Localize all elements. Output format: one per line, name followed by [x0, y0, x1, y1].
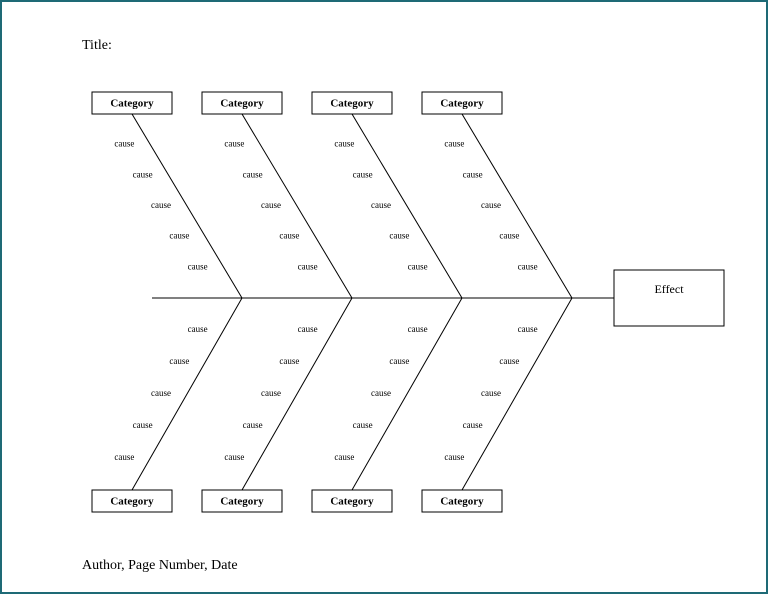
- category-label-bottom-2: Category: [330, 496, 374, 508]
- cause-bottom-1-4: cause: [279, 356, 299, 366]
- cause-bottom-2-3: cause: [371, 388, 391, 398]
- cause-bottom-0-5: cause: [188, 324, 208, 334]
- cause-bottom-0-3: cause: [151, 388, 171, 398]
- category-label-bottom-3: Category: [440, 496, 484, 508]
- cause-bottom-3-2: cause: [463, 420, 483, 430]
- cause-top-3-1: cause: [444, 139, 464, 149]
- effect-label: Effect: [654, 282, 684, 296]
- cause-top-2-2: cause: [353, 169, 373, 179]
- category-label-bottom-1: Category: [220, 496, 264, 508]
- cause-top-2-4: cause: [389, 231, 409, 241]
- category-label-top-3: Category: [440, 98, 484, 110]
- category-label-bottom-0: Category: [110, 496, 154, 508]
- cause-bottom-3-5: cause: [518, 324, 538, 334]
- cause-top-3-4: cause: [499, 231, 519, 241]
- cause-bottom-2-4: cause: [389, 356, 409, 366]
- effect-box: [614, 270, 724, 326]
- cause-bottom-1-1: cause: [224, 452, 244, 462]
- cause-top-2-5: cause: [408, 261, 428, 271]
- cause-bottom-1-3: cause: [261, 388, 281, 398]
- cause-top-2-1: cause: [334, 139, 354, 149]
- cause-bottom-3-1: cause: [444, 452, 464, 462]
- cause-bottom-1-5: cause: [298, 324, 318, 334]
- cause-bottom-2-1: cause: [334, 452, 354, 462]
- cause-top-0-2: cause: [133, 169, 153, 179]
- page-footer: Author, Page Number, Date: [82, 558, 238, 574]
- cause-top-1-5: cause: [298, 261, 318, 271]
- cause-bottom-3-4: cause: [499, 356, 519, 366]
- cause-top-1-3: cause: [261, 200, 281, 210]
- page-frame: Title: EffectCategorycausecausecausecaus…: [0, 0, 768, 594]
- category-label-top-0: Category: [110, 98, 154, 110]
- cause-bottom-3-3: cause: [481, 388, 501, 398]
- cause-bottom-1-2: cause: [243, 420, 263, 430]
- category-label-top-1: Category: [220, 98, 264, 110]
- cause-top-0-3: cause: [151, 200, 171, 210]
- cause-top-1-4: cause: [279, 231, 299, 241]
- cause-bottom-0-2: cause: [133, 420, 153, 430]
- cause-bottom-0-4: cause: [169, 356, 189, 366]
- cause-bottom-0-1: cause: [114, 452, 134, 462]
- cause-bottom-2-5: cause: [408, 324, 428, 334]
- cause-bottom-2-2: cause: [353, 420, 373, 430]
- category-label-top-2: Category: [330, 98, 374, 110]
- cause-top-3-3: cause: [481, 200, 501, 210]
- cause-top-3-5: cause: [518, 261, 538, 271]
- cause-top-0-1: cause: [114, 139, 134, 149]
- cause-top-0-5: cause: [188, 261, 208, 271]
- cause-top-2-3: cause: [371, 200, 391, 210]
- cause-top-0-4: cause: [169, 231, 189, 241]
- fishbone-diagram: Effect Category cause cause cause cause cause C…: [2, 2, 768, 596]
- cause-top-1-1: cause: [224, 139, 244, 149]
- cause-top-3-2: cause: [463, 169, 483, 179]
- cause-top-1-2: cause: [243, 169, 263, 179]
